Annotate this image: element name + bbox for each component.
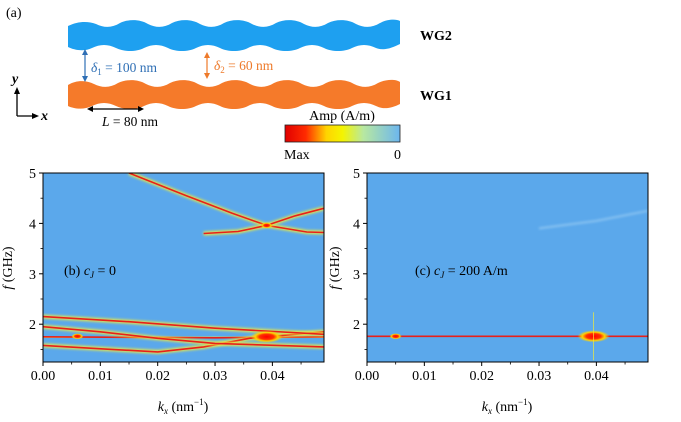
chart-b-ytick-label: 5: [29, 167, 36, 182]
chart-b-ylabel: f (GHz): [1, 246, 16, 289]
chart-c-band-halo-faint-upper: [538, 210, 648, 230]
chart-c-xtick-label: 0.00: [355, 369, 380, 384]
chart-b-frame: [42, 172, 325, 363]
chart-c-frame: [366, 172, 649, 363]
colorbar-min-label: Max: [284, 148, 310, 163]
period-label: L = 80 nm: [101, 114, 159, 129]
chart-c-xlabel: kx (nm−1): [482, 397, 533, 416]
chart-b-ytick-label: 4: [29, 217, 36, 232]
chart-c-ytick-label: 3: [353, 268, 360, 283]
wg1-label: WG1: [420, 89, 452, 104]
chart-c-xtick-label: 0.03: [527, 369, 552, 384]
chart-c: 0.00 0.01 0.02 0.03 0.04 2 3 4 5 (c) cJ = 200 A/…: [328, 167, 649, 416]
axis-x-label: x: [40, 109, 48, 124]
axis-y-label: y: [10, 72, 19, 87]
chart-c-ytick-label: 2: [353, 318, 360, 333]
panel-a-label: (a): [6, 6, 22, 21]
colorbar-max-label: 0: [394, 148, 401, 163]
colorbar-title: Amp (A/m): [309, 109, 375, 124]
delta2-arrow: [204, 52, 210, 79]
chart-b-xtick-label: 0.03: [203, 369, 228, 384]
delta1-label: δ1 = 100 nm: [91, 60, 158, 77]
chart-c-xtick-label: 0.01: [412, 369, 437, 384]
chart-b-band-upper-crossing-1: [128, 173, 324, 234]
chart-b-band-lower-descend: [43, 325, 324, 348]
chart-c-xtick-label: 0.02: [469, 369, 494, 384]
chart-b-xtick-label: 0.01: [88, 369, 113, 384]
chart-b-ytick-label: 3: [29, 268, 36, 283]
chart-c-xtick-label: 0.04: [584, 369, 609, 384]
chart-b-ytick-label: 2: [29, 318, 36, 333]
chart-c-ytick-label: 5: [353, 167, 360, 182]
chart-b-hotspot: [250, 330, 283, 343]
wg2-label: WG2: [420, 29, 452, 44]
period-arrow: [87, 106, 144, 112]
chart-b-xtick-label: 0.04: [260, 369, 285, 384]
chart-b-xlabel: kx (nm−1): [158, 397, 209, 416]
chart-b-xtick-label: 0.02: [145, 369, 170, 384]
wg2-waveguide: [68, 19, 400, 51]
chart-c-ylabel: f (GHz): [328, 246, 343, 289]
wg1-waveguide: [68, 79, 400, 109]
colorbar: [284, 124, 401, 143]
coordinate-axes: [14, 87, 39, 119]
chart-b-xtick-label: 0.00: [31, 369, 56, 384]
chart-c-hotspot: [389, 333, 402, 340]
delta2-label: δ2 = 60 nm: [214, 58, 274, 75]
chart-c-ytick-label: 4: [353, 217, 360, 232]
chart-b-annotation: (b) cJ = 0: [64, 264, 116, 280]
chart-b: 0.00 0.01 0.02 0.03 0.04 2 3 4 5 (b) cJ = 0 kx (…: [1, 167, 325, 416]
chart-b-hotspot: [260, 222, 273, 229]
chart-c-annotation: (c) cJ = 200 A/m: [415, 264, 508, 280]
chart-c-background: [367, 173, 648, 362]
delta1-arrow: [82, 49, 88, 82]
chart-b-hotspot: [71, 333, 84, 340]
